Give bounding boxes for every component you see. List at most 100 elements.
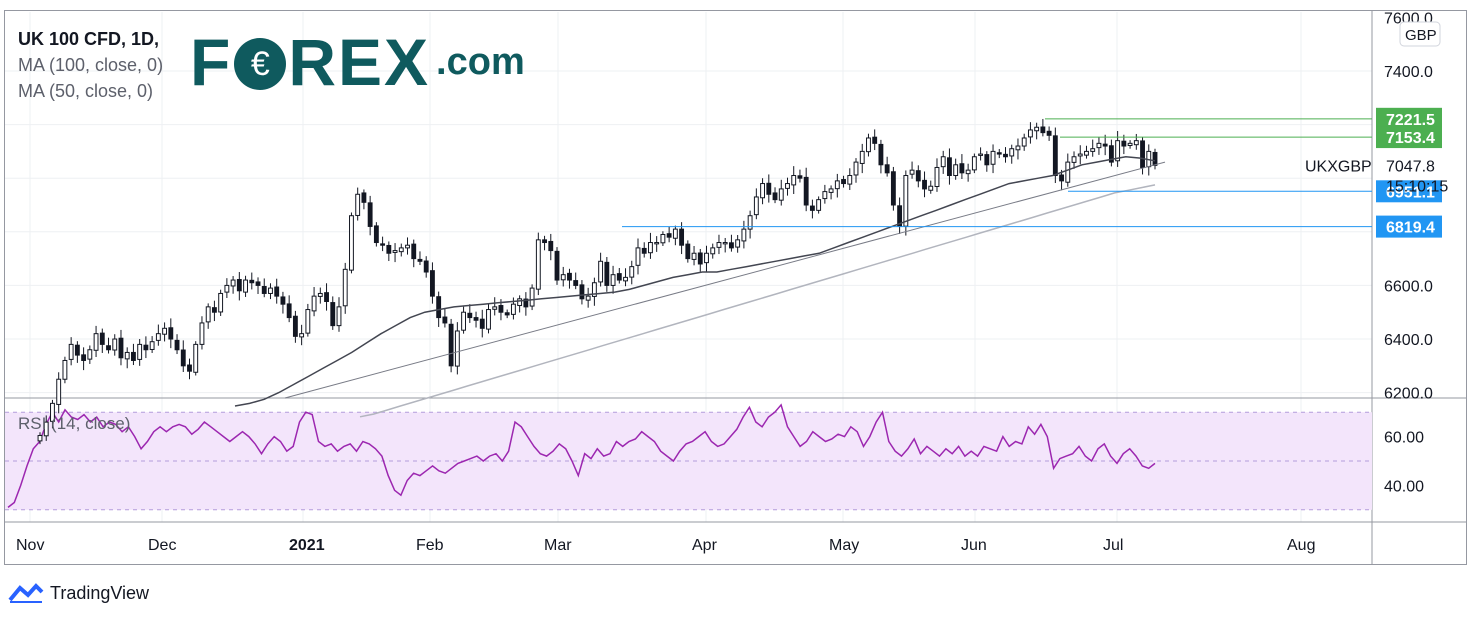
- candle-body: [37, 435, 43, 442]
- legend-ma50: MA (50, close, 0): [18, 81, 154, 101]
- candle-body: [934, 166, 940, 188]
- tradingview-footer[interactable]: TradingView: [8, 582, 149, 604]
- candle-body: [884, 164, 890, 174]
- candle-body: [50, 402, 55, 422]
- rsi-legend: RSI (14, close): [18, 414, 131, 433]
- candle-body: [915, 170, 921, 182]
- candle-body: [1077, 153, 1083, 157]
- logo-left: F: [190, 25, 233, 99]
- candle-body: [978, 153, 984, 156]
- candle-body: [1034, 126, 1040, 132]
- ma100-line: [359, 184, 1156, 418]
- candle-body: [143, 344, 149, 351]
- candle-body: [398, 247, 404, 253]
- candle-body: [753, 196, 759, 216]
- ma50-line: [234, 156, 1156, 407]
- candle-body: [666, 233, 672, 238]
- candle-body: [1133, 140, 1139, 146]
- candle-body: [317, 292, 323, 297]
- candle-body: [155, 333, 161, 341]
- candle-body: [623, 276, 628, 282]
- candle-body: [454, 330, 460, 367]
- candle-body: [43, 421, 49, 437]
- time-tick-label: May: [829, 537, 859, 554]
- candle-body: [841, 179, 846, 185]
- legend-symbol: UK 100 CFD, 1D,: [18, 29, 160, 49]
- candle-body: [380, 243, 386, 246]
- candle-body: [697, 252, 703, 265]
- candle-body: [604, 261, 610, 286]
- candle-body: [367, 202, 373, 227]
- candle-body: [1027, 129, 1033, 138]
- candle-body: [230, 279, 236, 287]
- price-tick-label: 6200.0: [1384, 386, 1433, 403]
- candle-body: [106, 345, 111, 351]
- candle-body: [180, 349, 186, 367]
- candle-body: [305, 309, 311, 334]
- candle-body: [579, 284, 585, 300]
- tradingview-logo-icon: [8, 583, 44, 603]
- candle-body: [292, 315, 298, 337]
- candle-body: [168, 327, 174, 340]
- candle-body: [486, 309, 491, 330]
- candle-body: [996, 152, 1002, 155]
- candle-body: [535, 239, 541, 290]
- candle-body: [1090, 148, 1096, 152]
- candle-body: [947, 157, 952, 177]
- price-label: 7153.4: [1386, 130, 1435, 147]
- candle-body: [704, 252, 709, 264]
- candle-body: [349, 215, 354, 271]
- last-price-countdown: 15:10:15: [1386, 178, 1448, 195]
- candle-body: [990, 150, 996, 165]
- candle-body: [648, 242, 653, 254]
- time-tick-label: Jul: [1103, 537, 1123, 554]
- candle-body: [330, 302, 336, 327]
- candle-body: [890, 171, 896, 206]
- candle-body: [286, 303, 292, 319]
- candle-body: [1121, 140, 1127, 147]
- candle-body: [747, 215, 753, 230]
- rsi-line: [7, 403, 1156, 508]
- time-tick-label: Jun: [961, 537, 987, 554]
- candle-body: [971, 156, 977, 171]
- candle-body: [1065, 161, 1071, 183]
- candle-body: [492, 306, 498, 310]
- candle-body: [965, 169, 971, 175]
- logo-right: REX: [288, 25, 431, 99]
- candle-body: [510, 303, 516, 315]
- price-tick-label: 6400.0: [1384, 332, 1433, 349]
- candle-body: [386, 244, 392, 254]
- candle-body: [1140, 140, 1145, 168]
- chart-frame: [4, 10, 1467, 565]
- candle-body: [504, 312, 510, 316]
- candle-body: [728, 242, 734, 249]
- candle-body: [560, 274, 566, 281]
- candle-body: [710, 247, 716, 255]
- time-tick-label: Mar: [544, 537, 572, 554]
- candle-body: [405, 244, 410, 249]
- time-tick-label: Dec: [148, 537, 176, 554]
- candle-body: [517, 298, 523, 307]
- candle-body: [299, 333, 305, 338]
- candle-body: [342, 268, 348, 307]
- candle-body: [866, 137, 871, 153]
- candle-body: [722, 242, 728, 245]
- candle-body: [174, 339, 180, 351]
- candle-body: [928, 185, 934, 191]
- price-label-box: [1376, 126, 1442, 149]
- candle-body: [1108, 145, 1114, 163]
- candle-body: [922, 179, 927, 190]
- candle-body: [498, 305, 504, 313]
- candle-body: [1059, 174, 1064, 182]
- candle-body: [373, 225, 379, 244]
- time-tick-label: Feb: [416, 537, 444, 554]
- candle-body: [149, 341, 155, 350]
- candle-body: [1015, 145, 1021, 151]
- candle-body: [74, 344, 80, 356]
- candle-body: [548, 240, 554, 252]
- price-label: 7221.5: [1386, 112, 1435, 129]
- candle-body: [529, 287, 535, 307]
- candle-body: [903, 175, 909, 227]
- candle-body: [274, 286, 280, 297]
